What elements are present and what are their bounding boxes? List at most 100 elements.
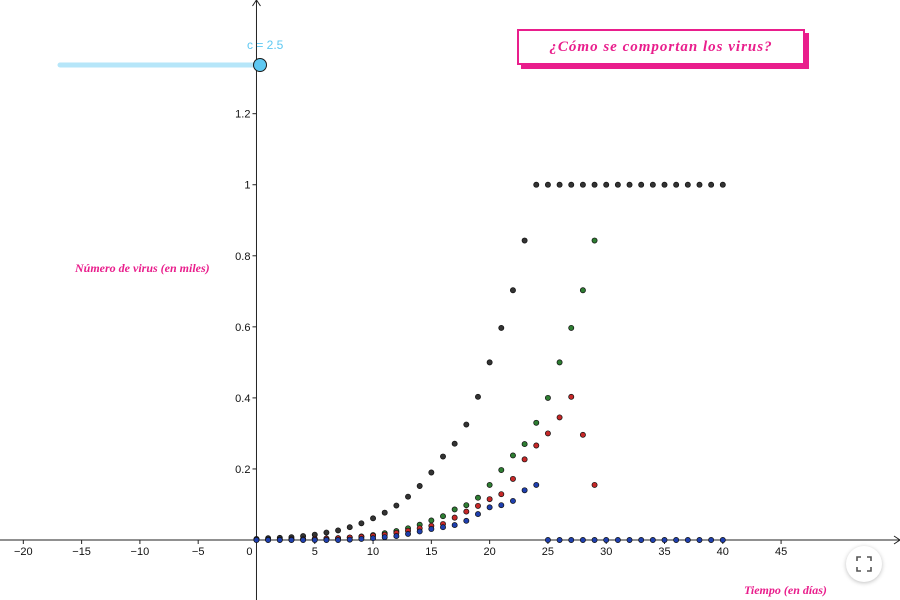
- data-point[interactable]: [544, 394, 551, 401]
- data-point[interactable]: [358, 535, 365, 542]
- data-point[interactable]: [463, 421, 470, 428]
- data-point[interactable]: [638, 537, 645, 543]
- data-point[interactable]: [405, 493, 411, 500]
- data-point[interactable]: [335, 527, 342, 534]
- data-point[interactable]: [335, 537, 342, 543]
- data-point[interactable]: [475, 502, 481, 509]
- data-point[interactable]: [556, 414, 563, 421]
- data-point[interactable]: [708, 181, 715, 188]
- data-point[interactable]: [381, 534, 388, 541]
- data-point[interactable]: [521, 237, 528, 244]
- data-point[interactable]: [486, 496, 493, 503]
- data-point[interactable]: [416, 483, 423, 489]
- data-point[interactable]: [498, 467, 505, 473]
- data-point[interactable]: [463, 502, 470, 509]
- data-point[interactable]: [381, 509, 388, 516]
- data-point[interactable]: [498, 491, 505, 498]
- data-point[interactable]: [696, 537, 703, 543]
- data-point[interactable]: [276, 537, 283, 543]
- data-point[interactable]: [288, 537, 295, 543]
- data-point[interactable]: [521, 487, 528, 494]
- data-point[interactable]: [451, 506, 458, 513]
- data-point[interactable]: [265, 537, 272, 543]
- data-point[interactable]: [649, 181, 656, 188]
- data-point[interactable]: [708, 537, 715, 543]
- data-point[interactable]: [568, 537, 575, 543]
- data-point[interactable]: [579, 537, 586, 543]
- data-point[interactable]: [463, 508, 470, 515]
- data-point[interactable]: [673, 537, 680, 543]
- data-point[interactable]: [719, 537, 726, 543]
- data-point[interactable]: [440, 513, 446, 520]
- data-point[interactable]: [591, 181, 598, 188]
- data-point[interactable]: [544, 430, 551, 437]
- data-point[interactable]: [486, 504, 493, 511]
- data-point[interactable]: [544, 181, 551, 188]
- data-point[interactable]: [719, 181, 726, 188]
- data-point[interactable]: [405, 531, 411, 537]
- data-point[interactable]: [579, 181, 586, 188]
- data-point[interactable]: [533, 181, 540, 188]
- data-point[interactable]: [486, 481, 493, 488]
- data-point[interactable]: [428, 526, 435, 532]
- data-point[interactable]: [579, 287, 586, 294]
- data-point[interactable]: [510, 475, 516, 482]
- data-point[interactable]: [591, 481, 598, 488]
- data-point[interactable]: [544, 537, 551, 543]
- data-point[interactable]: [475, 494, 481, 501]
- data-point[interactable]: [323, 529, 330, 536]
- data-point[interactable]: [614, 181, 621, 188]
- fullscreen-button[interactable]: [846, 546, 882, 582]
- data-point[interactable]: [428, 517, 435, 524]
- data-point[interactable]: [428, 469, 435, 476]
- data-point[interactable]: [475, 393, 481, 400]
- data-point[interactable]: [626, 537, 633, 543]
- data-point[interactable]: [533, 442, 540, 449]
- data-point[interactable]: [649, 537, 656, 543]
- data-point[interactable]: [253, 537, 260, 543]
- data-point[interactable]: [451, 440, 458, 447]
- data-point[interactable]: [323, 537, 330, 543]
- data-point[interactable]: [614, 537, 621, 543]
- data-point[interactable]: [393, 533, 400, 540]
- data-point[interactable]: [463, 517, 470, 524]
- data-point[interactable]: [568, 393, 575, 400]
- data-point[interactable]: [475, 511, 481, 518]
- data-point[interactable]: [521, 441, 528, 448]
- data-point[interactable]: [568, 181, 575, 188]
- data-point[interactable]: [591, 537, 598, 543]
- data-point[interactable]: [358, 520, 365, 527]
- data-point[interactable]: [591, 237, 598, 244]
- data-point[interactable]: [579, 431, 586, 438]
- data-point[interactable]: [300, 537, 307, 543]
- data-point[interactable]: [533, 481, 540, 488]
- data-point[interactable]: [521, 456, 528, 463]
- data-point[interactable]: [440, 453, 446, 460]
- data-point[interactable]: [603, 181, 610, 188]
- data-point[interactable]: [696, 181, 703, 188]
- data-point[interactable]: [510, 497, 516, 504]
- data-point[interactable]: [673, 181, 680, 188]
- data-point[interactable]: [556, 537, 563, 543]
- data-point[interactable]: [638, 181, 645, 188]
- data-point[interactable]: [510, 287, 516, 294]
- data-point[interactable]: [416, 528, 423, 535]
- data-point[interactable]: [556, 359, 563, 366]
- data-point[interactable]: [451, 522, 458, 529]
- data-point[interactable]: [370, 515, 377, 522]
- data-point[interactable]: [510, 452, 516, 459]
- data-point[interactable]: [568, 324, 575, 331]
- data-point[interactable]: [556, 181, 563, 188]
- data-point[interactable]: [486, 359, 493, 366]
- slider-handle[interactable]: [253, 58, 267, 72]
- data-point[interactable]: [451, 514, 458, 521]
- data-point[interactable]: [684, 537, 691, 543]
- data-point[interactable]: [346, 536, 353, 543]
- data-point[interactable]: [684, 181, 691, 188]
- data-point[interactable]: [393, 502, 400, 509]
- data-point[interactable]: [498, 502, 505, 509]
- data-point[interactable]: [440, 524, 446, 531]
- data-point[interactable]: [603, 537, 610, 543]
